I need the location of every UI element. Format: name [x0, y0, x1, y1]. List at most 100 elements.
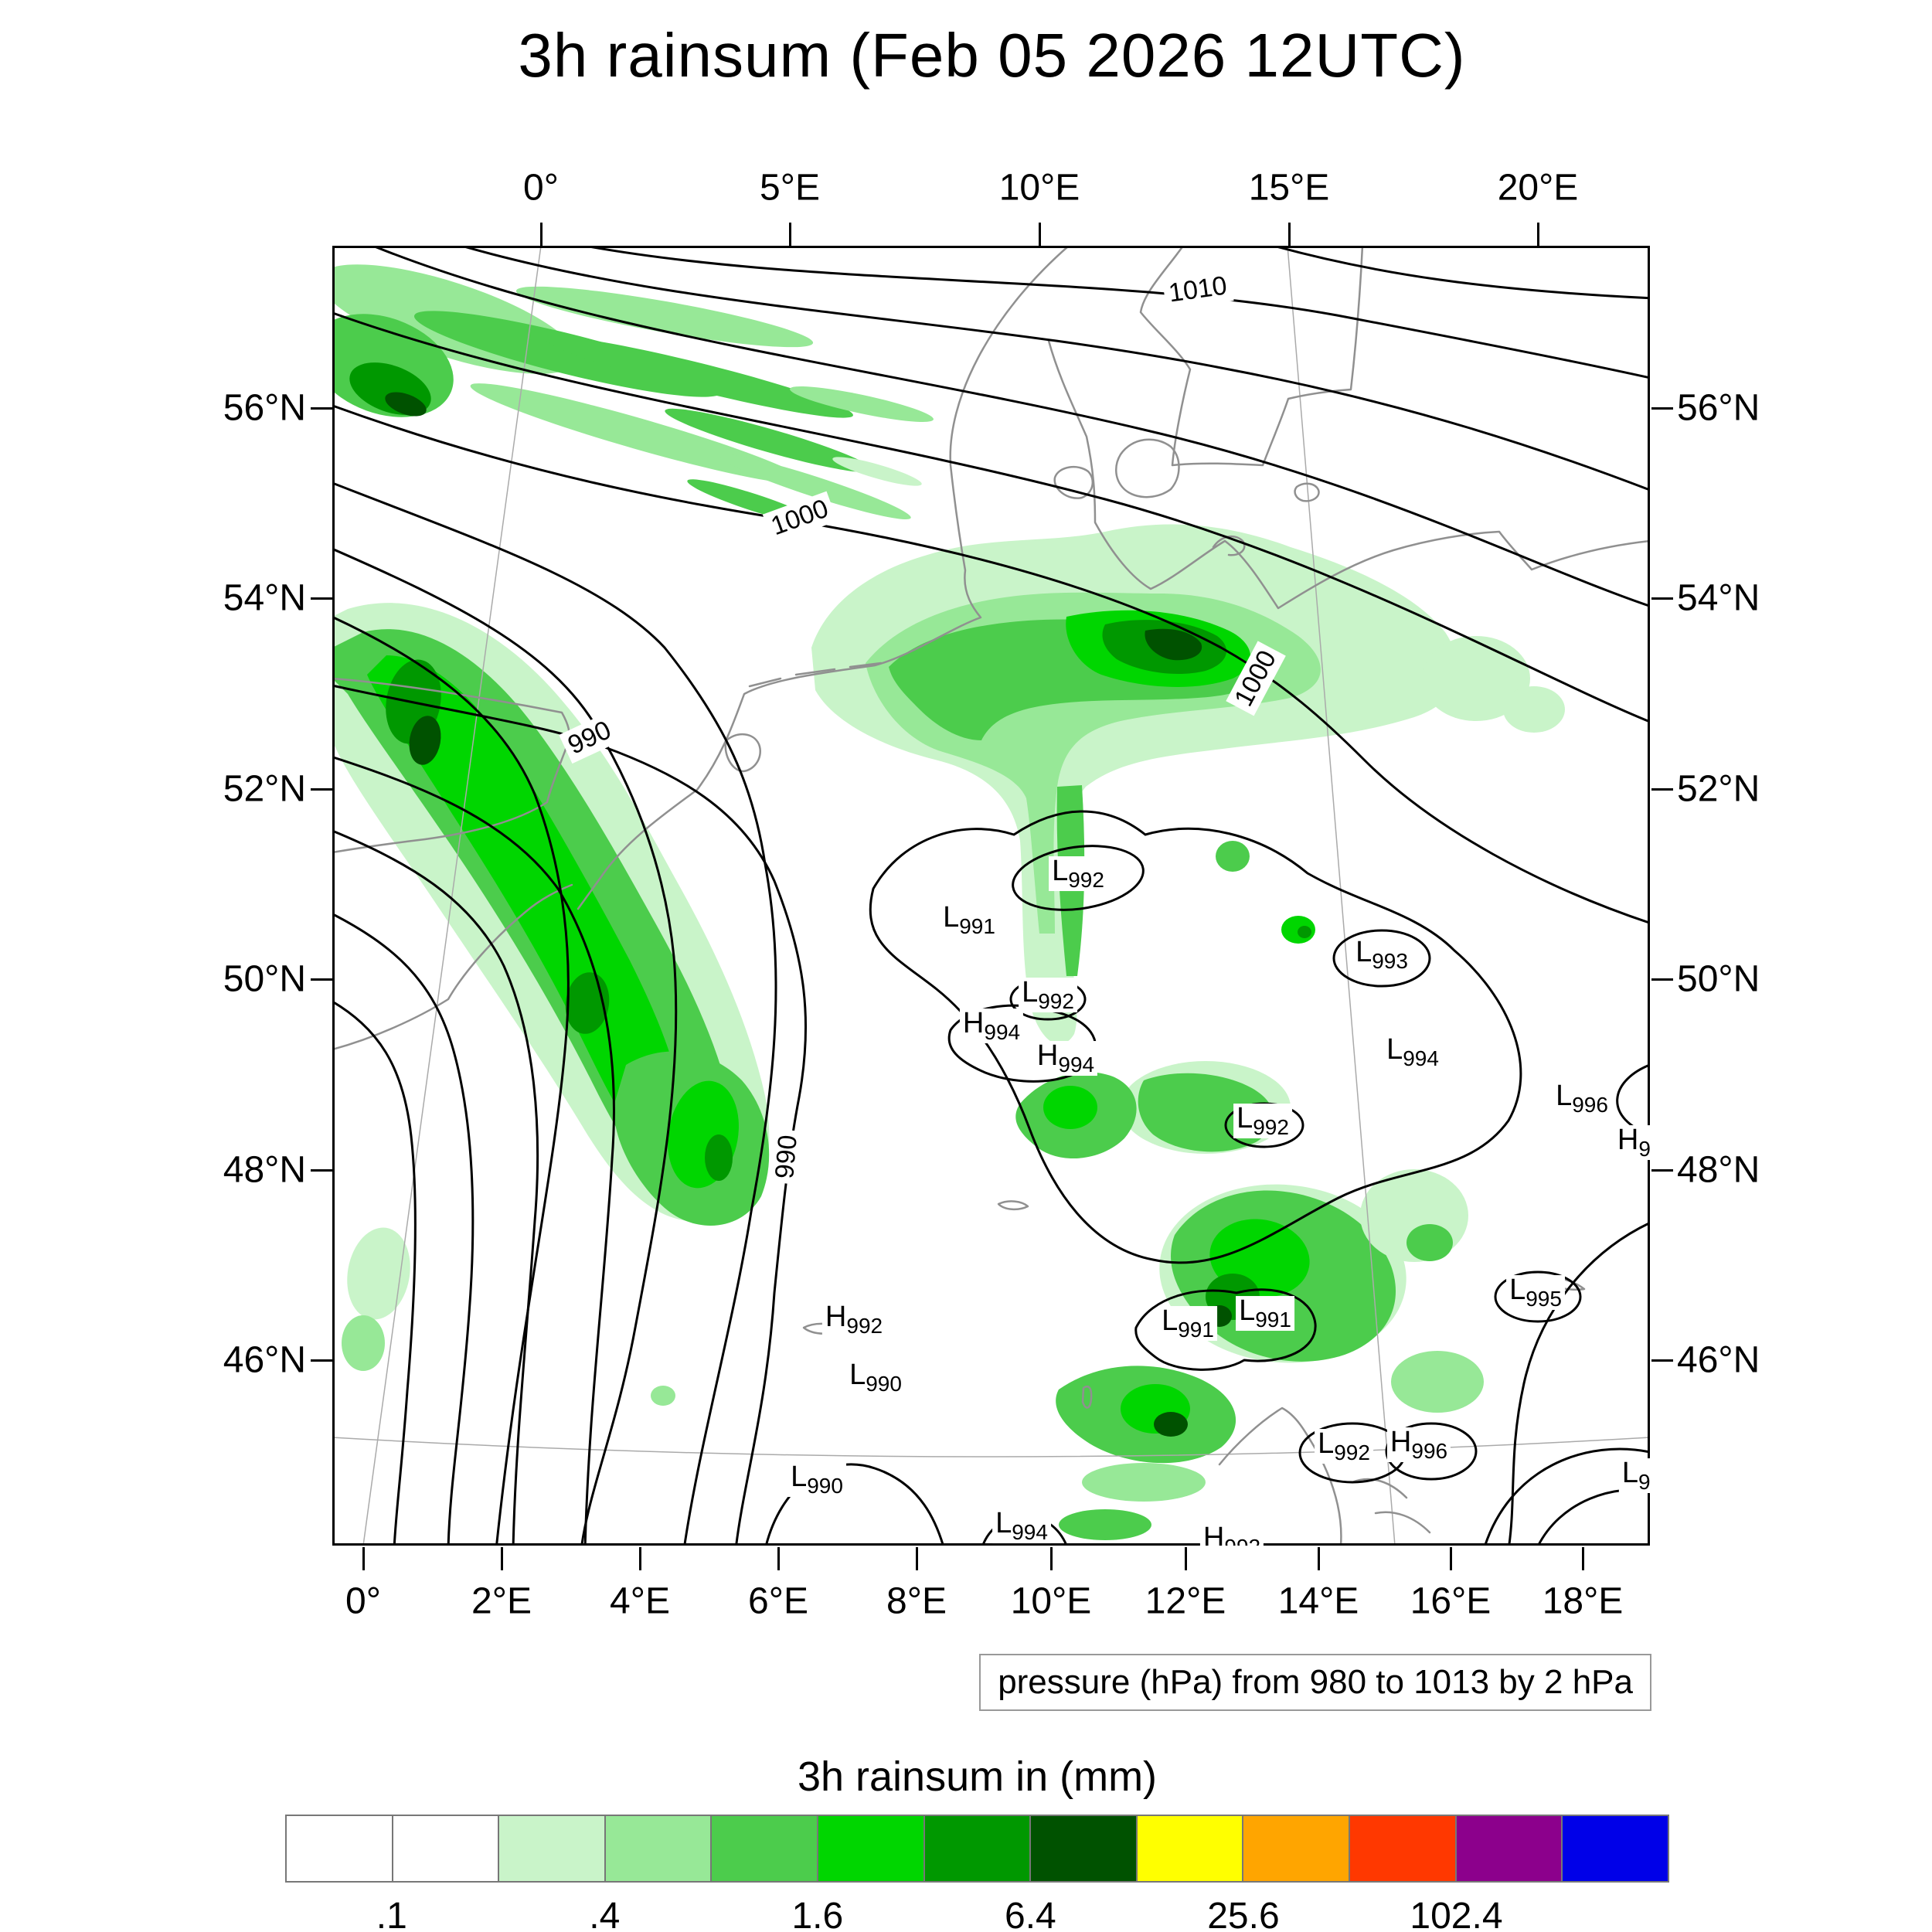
colorbar-cell [1456, 1815, 1563, 1883]
colorbar-cell [1563, 1815, 1669, 1883]
axis-tick-label-bottom: 6°E [748, 1580, 808, 1622]
colorbar-cell [499, 1815, 606, 1883]
axis-tick-right [1651, 1168, 1673, 1172]
pressure-center-value: 995 [1526, 1287, 1562, 1311]
pressure-center-letter: L [1239, 1294, 1256, 1328]
axis-tick-label-top: 10°E [998, 167, 1080, 209]
pressure-center-value: 992 [1068, 868, 1104, 893]
axis-tick-right [1651, 406, 1673, 410]
pressure-center-letter: L [1052, 855, 1069, 888]
pressure-center-h: H992 [1199, 1522, 1264, 1546]
colorbar-tick-label: 102.4 [1410, 1896, 1503, 1932]
pressure-center-l: L990 [787, 1461, 846, 1498]
pressure-center-letter: L [1386, 1033, 1403, 1066]
axis-tick-label-right: 50°N [1677, 958, 1760, 1000]
axis-tick-label-right: 54°N [1677, 577, 1760, 619]
axis-tick-bottom [1049, 1547, 1053, 1570]
pressure-center-value: 992 [1253, 1115, 1289, 1140]
isobars [332, 246, 1650, 1546]
axis-tick-top [788, 223, 791, 246]
pressure-center-value: 996 [1572, 1093, 1608, 1117]
pressure-center-letter: H [1617, 1124, 1639, 1157]
axis-tick-left [311, 406, 332, 410]
pressure-center-value: 991 [959, 914, 995, 939]
pressure-center-value: 996 [1411, 1439, 1448, 1464]
colorbar-cell [1243, 1815, 1351, 1883]
colorbar [285, 1815, 1669, 1883]
isobar-label: 990 [768, 1128, 805, 1185]
axis-tick-label-bottom: 10°E [1010, 1580, 1092, 1622]
axis-tick-label-bottom: 2°E [471, 1580, 532, 1622]
axis-tick-top [1038, 223, 1041, 246]
axis-tick-label-right: 48°N [1677, 1149, 1760, 1191]
axis-tick-top [539, 223, 543, 246]
colorbar-tick-label: 6.4 [1005, 1896, 1056, 1932]
pressure-center-letter: L [1236, 1102, 1253, 1135]
axis-tick-bottom [777, 1547, 780, 1570]
pressure-center-letter: L [1355, 936, 1372, 969]
axis-tick-label-left: 56°N [223, 387, 306, 429]
colorbar-title: 3h rainsum in (mm) [797, 1753, 1158, 1800]
axis-tick-label-top: 15°E [1248, 167, 1330, 209]
axis-tick-right [1651, 787, 1673, 791]
pressure-center-l: L990 [846, 1359, 905, 1396]
colorbar-cell [285, 1815, 393, 1883]
colorbar-tick-label: 25.6 [1207, 1896, 1280, 1932]
axis-tick-left [311, 1168, 332, 1172]
axis-tick-label-bottom: 14°E [1277, 1580, 1359, 1622]
pressure-center-l: L992 [1233, 1102, 1292, 1140]
pressure-center-h: H996 [1614, 1124, 1650, 1161]
axis-tick-bottom [1581, 1547, 1584, 1570]
isobar-label: 990 [559, 712, 621, 764]
pressure-center-letter: L [1318, 1427, 1335, 1461]
pressure-center-value: 994 [984, 1020, 1021, 1045]
isobar-label: 1000 [762, 491, 838, 545]
map-frame [332, 246, 1650, 1546]
page-title: 3h rainsum (Feb 05 2026 12UTC) [518, 21, 1466, 90]
colorbar-cell [1350, 1815, 1457, 1883]
axis-tick-label-bottom: 4°E [610, 1580, 670, 1622]
pressure-center-letter: L [943, 901, 960, 934]
axis-tick-left [311, 978, 332, 981]
axis-tick-label-left: 48°N [223, 1149, 306, 1191]
colorbar-cell [605, 1815, 713, 1883]
axis-tick-right [1651, 597, 1673, 600]
pressure-center-letter: L [1022, 976, 1039, 1009]
map-canvas [332, 246, 1650, 1546]
pressure-center-letter: H [1036, 1039, 1059, 1073]
pressure-center-l: L994 [1383, 1033, 1442, 1070]
pressure-center-value: 992 [1334, 1440, 1370, 1465]
axis-tick-top [1536, 223, 1539, 246]
axis-tick-label-right: 46°N [1677, 1339, 1760, 1381]
colorbar-cell [1137, 1815, 1244, 1883]
axis-tick-label-bottom: 8°E [886, 1580, 947, 1622]
pressure-center-value: 991 [1178, 1318, 1214, 1342]
pressure-center-h: H994 [1033, 1039, 1098, 1077]
pressure-center-letter: L [1556, 1080, 1573, 1113]
axis-tick-label-bottom: 16°E [1410, 1580, 1492, 1622]
pressure-center-letter: L [1509, 1274, 1526, 1307]
axis-tick-right [1651, 1359, 1673, 1362]
axis-tick-label-left: 46°N [223, 1339, 306, 1381]
colorbar-cell [818, 1815, 925, 1883]
colorbar-cell [924, 1815, 1032, 1883]
pressure-center-letter: H [1202, 1522, 1225, 1546]
axis-tick-label-bottom: 12°E [1145, 1580, 1226, 1622]
pressure-center-letter: H [825, 1301, 847, 1334]
pressure-center-l: L992 [1049, 855, 1107, 893]
pressure-center-h: H996 [1386, 1426, 1451, 1464]
colorbar-tick-label: .4 [589, 1896, 621, 1932]
pressure-center-value: 992 [1038, 989, 1074, 1014]
axis-tick-bottom [362, 1547, 365, 1570]
axis-tick-right [1651, 978, 1673, 981]
precip-shading [332, 264, 1565, 1540]
pressure-center-h: H994 [959, 1008, 1024, 1045]
pressure-center-l: L995 [1506, 1274, 1565, 1311]
pressure-center-letter: L [1162, 1304, 1179, 1338]
axis-tick-left [311, 1359, 332, 1362]
pressure-center-l: L992 [1315, 1427, 1373, 1465]
pressure-center-letter: H [1389, 1426, 1412, 1459]
pressure-center-value: 990 [866, 1372, 902, 1396]
colorbar-tick-label: .1 [376, 1896, 407, 1932]
